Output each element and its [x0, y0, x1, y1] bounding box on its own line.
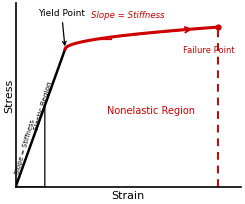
Y-axis label: Stress: Stress — [4, 79, 14, 113]
Text: Yield Point: Yield Point — [38, 9, 85, 46]
Text: Failure Point: Failure Point — [184, 46, 235, 55]
Text: Slope = Stiffness: Slope = Stiffness — [14, 118, 36, 174]
Text: Nonelastic Region: Nonelastic Region — [107, 105, 195, 115]
Text: Elastic Region: Elastic Region — [33, 81, 53, 131]
X-axis label: Strain: Strain — [111, 190, 145, 200]
Text: Slope = Stiffness: Slope = Stiffness — [91, 11, 165, 20]
